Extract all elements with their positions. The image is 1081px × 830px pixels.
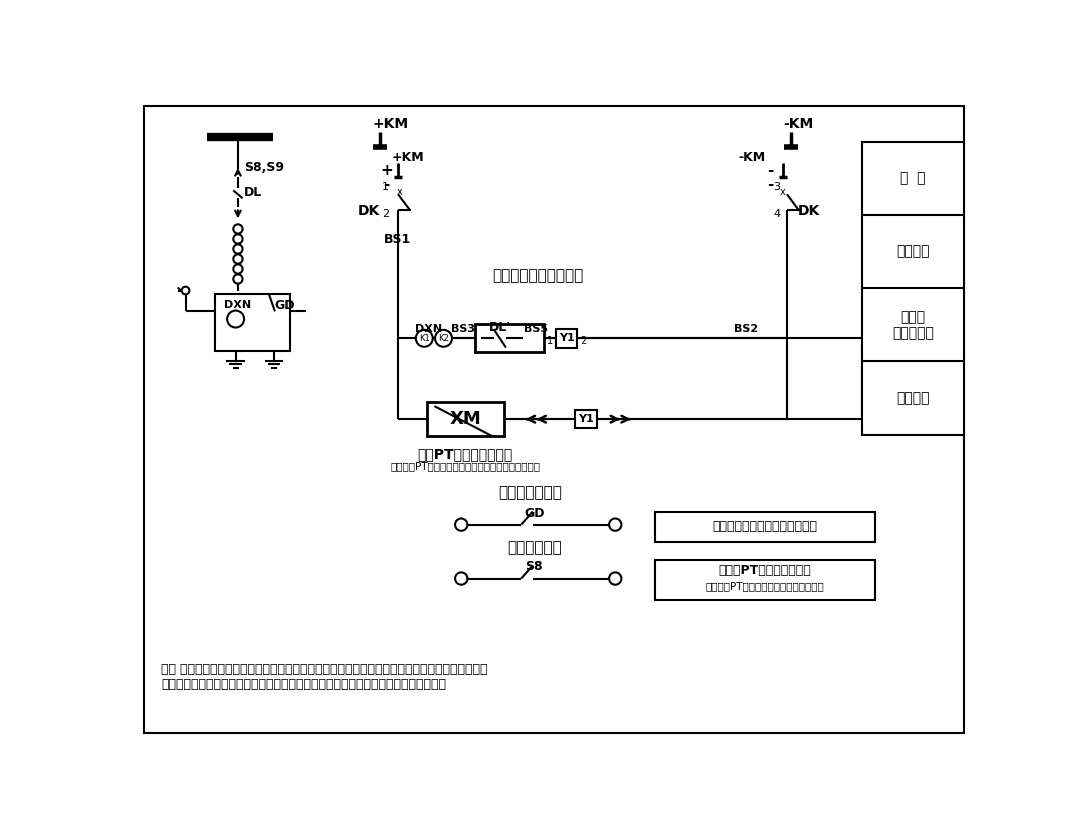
Circle shape (609, 519, 622, 531)
Text: -: - (384, 177, 390, 192)
Text: BS2: BS2 (734, 324, 758, 334)
Text: DK: DK (358, 204, 379, 218)
Text: 接地刀
闭锁电磁铁: 接地刀 闭锁电磁铁 (892, 310, 934, 340)
Text: +: + (381, 163, 392, 178)
Text: 2: 2 (579, 336, 586, 346)
Text: GD: GD (524, 506, 545, 520)
Text: 后门还没关上时，不允许分接地刀。因接地刀在进线侧，故必须加接地刀闭锁电磁铁。: 后门还没关上时，不允许分接地刀。因接地刀在进线侧，故必须加接地刀闭锁电磁铁。 (161, 678, 446, 691)
Text: 注： 此方案的机构闭锁：当手车在试验位置时，才允许合接地刀，合上接地刀后，才允许开后门，: 注： 此方案的机构闭锁：当手车在试验位置时，才允许合接地刀，合上接地刀后，才允许… (161, 663, 488, 676)
Text: -: - (768, 163, 774, 178)
Circle shape (233, 265, 242, 274)
Text: GD: GD (275, 299, 295, 312)
Text: Y1: Y1 (578, 414, 593, 424)
Text: 如果本段PT柜为半车方案时，无需引此点: 如果本段PT柜为半车方案时，无需引此点 (705, 581, 824, 591)
Text: 直流空开: 直流空开 (896, 245, 930, 259)
Bar (862, 142, 964, 435)
Text: DL: DL (244, 185, 263, 198)
Text: 手车闭锁: 手车闭锁 (896, 391, 930, 405)
Bar (556, 329, 577, 348)
Circle shape (233, 254, 242, 264)
Text: 上级进线侧开关分位点: 上级进线侧开关分位点 (493, 267, 584, 283)
Bar (215, 294, 291, 351)
Text: 至上级进线侧开关合闸闭锁回路: 至上级进线侧开关合闸闭锁回路 (712, 520, 817, 534)
Text: DXN: DXN (414, 324, 442, 334)
Bar (427, 403, 504, 436)
Text: 3: 3 (773, 183, 780, 193)
Bar (655, 511, 875, 542)
Circle shape (455, 519, 467, 531)
Text: 1: 1 (547, 336, 552, 346)
Text: 手车试验位置: 手车试验位置 (507, 540, 562, 555)
Text: XM: XM (450, 410, 481, 428)
Text: S8: S8 (525, 560, 543, 574)
Text: S8,S9: S8,S9 (244, 161, 284, 173)
Text: +KM: +KM (373, 117, 409, 131)
Text: K2: K2 (438, 334, 449, 343)
Text: BS5: BS5 (524, 324, 548, 334)
Circle shape (233, 234, 242, 243)
Circle shape (233, 224, 242, 233)
Text: x: x (780, 187, 786, 197)
Circle shape (182, 286, 189, 295)
Bar (655, 560, 875, 600)
Text: 电  源: 电 源 (900, 172, 925, 186)
Circle shape (455, 573, 467, 584)
Text: -KM: -KM (783, 117, 813, 131)
Bar (575, 410, 597, 428)
Text: x: x (397, 187, 402, 197)
Text: DK: DK (798, 204, 820, 218)
Text: K1: K1 (419, 334, 429, 343)
Text: -: - (768, 177, 774, 192)
Text: 1: 1 (383, 183, 389, 193)
Bar (475, 325, 545, 352)
Circle shape (609, 573, 622, 584)
Text: -KM: -KM (738, 151, 765, 164)
Circle shape (227, 310, 244, 328)
Text: DXN: DXN (224, 300, 251, 310)
Circle shape (233, 275, 242, 284)
Text: DL': DL' (489, 321, 511, 334)
Circle shape (233, 244, 242, 254)
Text: 接地刀辅助开关: 接地刀辅助开关 (498, 485, 562, 500)
Text: 4: 4 (773, 208, 780, 218)
Text: BS1: BS1 (384, 233, 412, 247)
Text: 2: 2 (383, 208, 389, 218)
Circle shape (416, 330, 432, 347)
Text: BS3: BS3 (451, 324, 475, 334)
Text: 本段PT柜后门门控开关: 本段PT柜后门门控开关 (417, 447, 512, 461)
Text: 如果本段PT柜为半车方案时，无需加此手车闭锁回路: 如果本段PT柜为半车方案时，无需加此手车闭锁回路 (390, 461, 540, 471)
Circle shape (435, 330, 452, 347)
Text: 至本段PT柜后门闭锁回路: 至本段PT柜后门闭锁回路 (718, 564, 811, 578)
Text: Y1: Y1 (559, 334, 575, 344)
Text: +KM: +KM (392, 151, 425, 164)
